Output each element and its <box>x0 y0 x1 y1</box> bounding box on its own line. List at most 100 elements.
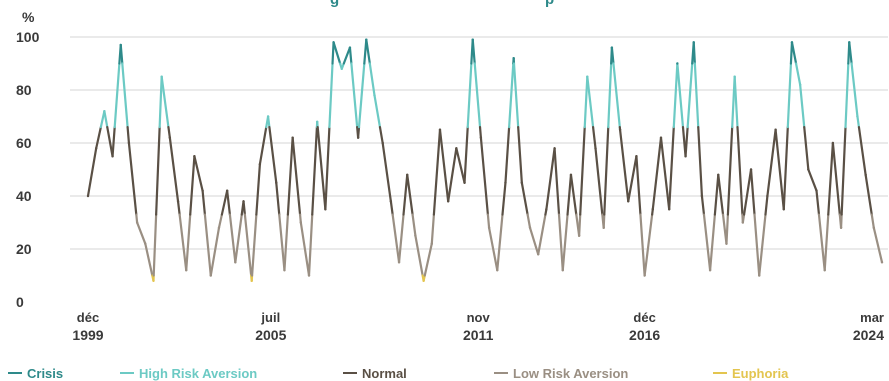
series-line-segment <box>537 213 547 256</box>
data-point <box>545 208 548 211</box>
series-line-segment <box>569 173 578 216</box>
series-line-segment <box>692 41 696 65</box>
series-line-segment <box>627 155 638 203</box>
series-line-segment <box>713 173 720 216</box>
series-line-segment <box>193 155 204 192</box>
series-line-segment <box>226 189 231 216</box>
data-point <box>839 226 843 229</box>
series-line-segment <box>782 125 789 211</box>
series-line-segment <box>406 173 414 216</box>
data-point <box>741 221 745 224</box>
series-line-segment <box>764 194 769 216</box>
series-line-segment <box>217 213 223 229</box>
series-line-segment <box>807 168 818 192</box>
series-line-segment <box>839 213 843 229</box>
data-point <box>135 221 139 224</box>
data-point <box>438 128 442 131</box>
y-tick-label: 60 <box>16 135 32 151</box>
series-line-segment <box>438 128 450 203</box>
series-line-segment <box>126 125 131 145</box>
series-line-segment <box>103 110 109 129</box>
data-point <box>717 173 720 176</box>
series-line-segment <box>283 213 289 272</box>
data-point <box>365 38 368 41</box>
data-point <box>512 57 515 60</box>
data-point <box>471 38 474 41</box>
data-point <box>676 62 679 65</box>
series-line-segment <box>872 226 884 264</box>
data-point <box>250 279 253 282</box>
series-line-segment <box>307 213 314 277</box>
series-line-segment <box>350 62 359 129</box>
series-line-segment <box>414 234 424 277</box>
data-point <box>577 234 581 237</box>
data-point <box>823 269 826 272</box>
series-line-segment <box>136 221 147 245</box>
series-line-segment <box>158 75 163 129</box>
data-point <box>504 181 507 184</box>
data-point <box>659 136 663 139</box>
series-line-segment <box>583 75 589 129</box>
data-point <box>234 261 237 264</box>
data-point <box>774 128 777 131</box>
series-line-segment <box>121 62 129 129</box>
legend-item: Normal <box>343 366 407 381</box>
data-point <box>807 168 810 171</box>
x-tick-labels: déc 1999 juil 2005 nov 2011 déc 2016 mar 2024 <box>72 310 884 343</box>
series-line-segment <box>817 213 826 272</box>
series-line-segment <box>411 213 417 237</box>
series-line-segment <box>528 226 540 256</box>
series-line-segment <box>693 62 700 129</box>
data-point <box>209 274 212 277</box>
series-line-segment <box>774 128 785 211</box>
series-line-segment <box>520 181 529 216</box>
series-line-segment <box>684 125 689 158</box>
series-line-segment <box>432 128 442 216</box>
legend-item: Crisis <box>8 366 63 381</box>
series-line-segment <box>553 147 561 216</box>
series-line-segment <box>189 155 196 216</box>
y-tick-label: 80 <box>16 82 32 98</box>
series-line-segment <box>594 147 604 216</box>
data-point <box>225 189 229 192</box>
series-line-segment <box>135 213 139 224</box>
series-line-segment <box>578 213 582 237</box>
series-line-segment <box>612 62 621 129</box>
series-line-segment <box>423 242 433 277</box>
series-line-segment <box>794 62 802 86</box>
series-line-segment <box>545 147 556 211</box>
series-line-segment <box>378 125 384 145</box>
series-line-segment <box>487 226 499 272</box>
series-line-segment <box>185 213 192 272</box>
data-point <box>635 155 638 158</box>
series-line-segment <box>618 128 630 203</box>
data-point <box>749 168 753 171</box>
series-line-segment <box>700 194 706 216</box>
series-line-segment <box>389 200 394 216</box>
data-point <box>708 269 712 272</box>
data-point <box>643 274 646 277</box>
series-line-segment <box>686 62 694 129</box>
series-line-segment <box>702 213 712 272</box>
series-line-segment <box>255 163 261 216</box>
series-line-segment <box>95 125 102 150</box>
series-line-segment <box>373 94 382 129</box>
data-point <box>340 67 343 71</box>
y-tick-label: 0 <box>16 294 24 310</box>
series-line-segment <box>799 83 806 129</box>
series-line-segment <box>848 41 853 65</box>
series-line-segment <box>736 125 744 216</box>
data-point <box>217 226 221 229</box>
legend-label: Crisis <box>27 366 63 381</box>
series-line-segment <box>479 136 489 216</box>
data-point <box>127 141 131 145</box>
series-line-segment <box>726 125 734 216</box>
data-point <box>725 242 728 245</box>
data-point <box>815 189 818 192</box>
series-line-segment <box>201 189 207 216</box>
data-point <box>455 147 458 150</box>
series-line-segment <box>610 46 615 65</box>
series-line-segment <box>316 125 327 211</box>
y-tick-label: 100 <box>16 29 40 45</box>
series-line-segment <box>311 125 319 216</box>
